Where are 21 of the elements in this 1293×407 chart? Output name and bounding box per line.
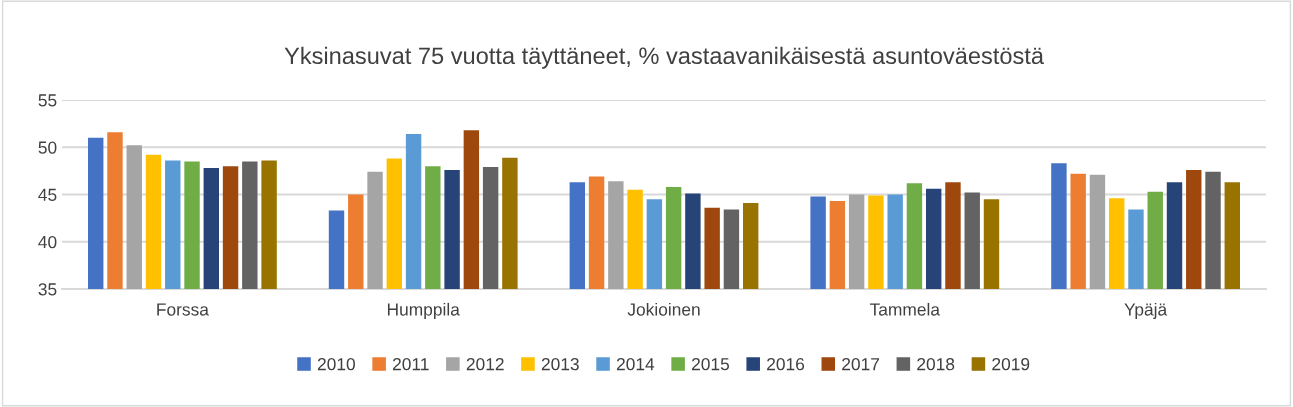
legend-label: 2010 bbox=[317, 358, 355, 371]
legend-label: 2015 bbox=[692, 358, 730, 371]
legend-label: 2017 bbox=[842, 358, 880, 371]
legend-label: 2016 bbox=[767, 358, 805, 371]
x-tick-label: Tammela bbox=[869, 302, 941, 316]
legend-label: 2019 bbox=[992, 358, 1030, 371]
y-tick-label: 55 bbox=[38, 94, 57, 107]
y-tick-label: 45 bbox=[38, 188, 57, 201]
y-tick-label: 40 bbox=[38, 235, 57, 249]
y-tick-label: 35 bbox=[38, 283, 57, 296]
legend-label: 2014 bbox=[616, 358, 655, 371]
legend-label: 2011 bbox=[392, 358, 429, 371]
legend-label: 2012 bbox=[466, 358, 504, 371]
x-tick-label: Forssa bbox=[157, 303, 209, 316]
legend-label: 2013 bbox=[541, 358, 579, 371]
legend-label: 2018 bbox=[917, 358, 955, 371]
x-tick-label: Humppila bbox=[387, 302, 460, 320]
x-tick-label: Ypäjä bbox=[1124, 302, 1168, 320]
x-tick-label: Jokioinen bbox=[627, 302, 700, 316]
chart-title: Yksinasuvat 75 vuotta täyttäneet, % vastaavanikäisestä asuntoväestöstä bbox=[284, 46, 1044, 69]
y-tick-label: 50 bbox=[38, 141, 57, 154]
